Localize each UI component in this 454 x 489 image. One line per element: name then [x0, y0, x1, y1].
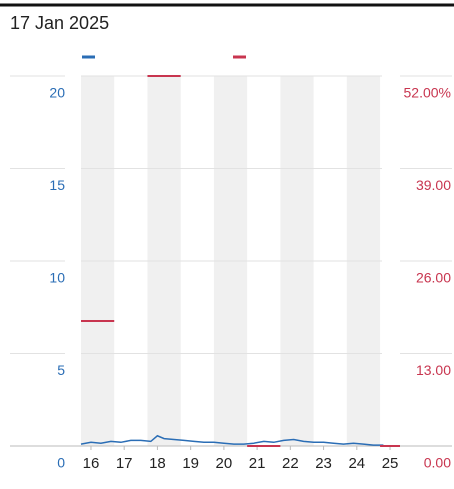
y2-tick-label: 0.00 [424, 455, 451, 471]
y-tick-label: 0 [57, 455, 65, 471]
x-tick-label: 20 [216, 455, 233, 472]
x-tick-label: 22 [282, 455, 299, 472]
x-tick-label: 18 [149, 455, 166, 472]
x-tick-label: 16 [83, 455, 100, 472]
y-tick-label: 20 [49, 85, 65, 101]
y-tick-label: 5 [57, 362, 65, 378]
y2-tick-label: 26.00 [416, 270, 451, 286]
y-tick-label: 10 [49, 270, 65, 286]
x-tick-label: 19 [182, 455, 199, 472]
x-tick-label: 17 [116, 455, 133, 472]
x-tick-label: 24 [348, 455, 365, 472]
y2-tick-label: 52.00% [404, 85, 451, 101]
y2-tick-label: 39.00 [416, 177, 451, 193]
x-tick-label: 21 [249, 455, 266, 472]
x-tick-label: 23 [315, 455, 332, 472]
series-line [80, 434, 384, 446]
chart-title: 17 Jan 2025 [10, 13, 109, 33]
y2-tick-label: 13.00 [416, 362, 451, 378]
x-tick-label: 25 [382, 455, 399, 472]
y-tick-label: 15 [49, 177, 65, 193]
